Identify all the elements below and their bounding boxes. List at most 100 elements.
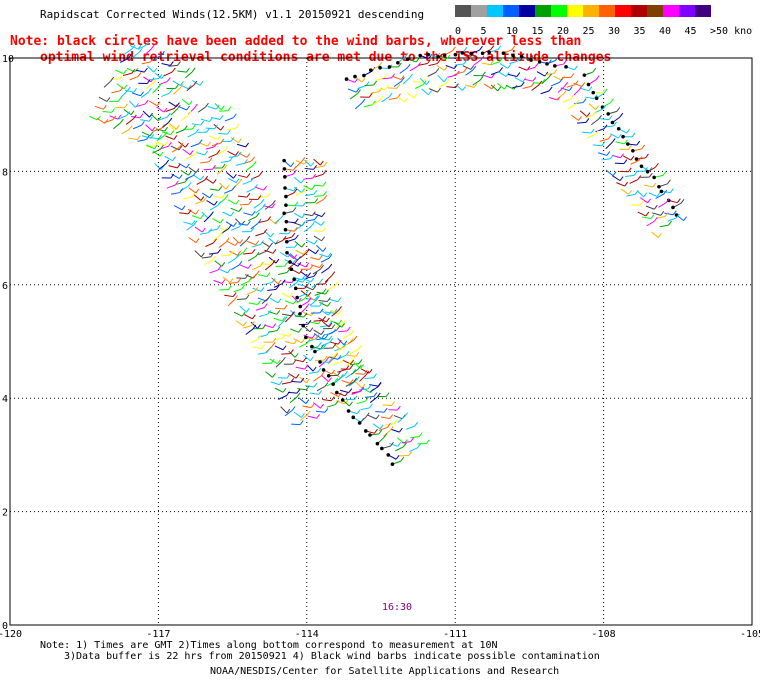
wind-barb (657, 179, 671, 189)
wind-barb (280, 406, 291, 414)
wind-barb (399, 63, 411, 74)
wind-barb (224, 185, 236, 194)
legend-label: 5 (481, 26, 487, 37)
wind-barb (381, 92, 393, 103)
wind-barb (156, 141, 169, 147)
wind-barb (255, 303, 268, 311)
wind-barb (192, 174, 205, 181)
wind-barb (203, 211, 214, 223)
wind-barb (427, 68, 440, 77)
wind-barb (354, 98, 366, 110)
wind-barb (303, 354, 314, 362)
wind-barb (401, 437, 415, 444)
wind-barb (252, 287, 265, 292)
wind-barb (141, 57, 154, 65)
wind-barb (419, 77, 430, 85)
wind-barb (170, 104, 181, 116)
wind-barb (282, 207, 297, 216)
wind-barb (274, 345, 287, 351)
wind-barb (600, 115, 613, 121)
legend-swatch (663, 5, 679, 17)
wind-barb (261, 241, 273, 248)
wind-barb (304, 272, 318, 279)
wind-barb (469, 45, 483, 56)
wind-barb (360, 403, 373, 411)
wind-barb (265, 341, 276, 353)
wind-barb (615, 139, 628, 145)
wind-barb (291, 420, 304, 426)
wind-barb (326, 400, 339, 408)
wind-barb (293, 411, 305, 418)
wind-barb (145, 78, 157, 90)
wind-barb (310, 301, 324, 307)
wind-barb (273, 279, 286, 288)
wind-barb (331, 306, 342, 317)
footer-note-1: Note: 1) Times are GMT 2)Times along bot… (40, 640, 498, 651)
wind-barb (405, 57, 420, 63)
wind-barb (621, 188, 632, 195)
wind-barb (169, 123, 180, 130)
wind-barb (342, 330, 354, 339)
wind-barb (213, 279, 226, 284)
wind-barb (390, 456, 405, 466)
latitude-tick-label: 8 (2, 167, 8, 178)
wind-barb (314, 191, 327, 197)
wind-barb (349, 345, 362, 354)
wind-barb (499, 63, 512, 69)
wind-barb (309, 295, 321, 306)
wind-barb (146, 65, 158, 73)
wind-barb (421, 88, 432, 96)
wind-barb (285, 242, 299, 248)
wind-barb (278, 268, 291, 275)
wind-barb (109, 97, 122, 102)
wind-barb (240, 277, 253, 286)
wind-barb (194, 250, 205, 258)
wind-barb (295, 156, 306, 168)
wind-barb (330, 391, 342, 398)
latitude-tick-label: 0 (2, 621, 8, 632)
wind-barb (236, 274, 249, 279)
wind-barb (191, 214, 204, 220)
wind-barb (536, 71, 549, 77)
wind-barb (299, 410, 311, 421)
wind-barb (168, 61, 181, 67)
wind-barb (429, 87, 441, 93)
wind-barb (226, 172, 237, 179)
wind-barb (313, 329, 325, 335)
wind-barb (103, 76, 115, 88)
wind-barb (285, 234, 299, 244)
wind-barb (319, 301, 331, 307)
wind-barb (322, 396, 335, 402)
wind-barb (436, 65, 448, 71)
wind-barb (368, 62, 383, 72)
wind-barb (209, 201, 222, 211)
wind-barb (386, 453, 400, 460)
wind-barb (109, 114, 122, 120)
wind-barb (218, 129, 231, 135)
legend-swatch (455, 5, 471, 17)
wind-barb (171, 142, 184, 153)
wind-barb (298, 397, 310, 404)
wind-barb (232, 236, 244, 244)
legend-swatch (503, 5, 519, 17)
wind-barb (247, 252, 260, 262)
wind-barb (295, 289, 309, 300)
wind-barb (211, 115, 224, 120)
legend-label: 30 (608, 26, 620, 37)
wind-barb (637, 211, 650, 217)
wind-barb (178, 105, 191, 111)
wind-barb (301, 323, 314, 333)
wind-barb (397, 96, 409, 103)
wind-barb (274, 235, 287, 245)
wind-barb (595, 124, 608, 133)
wind-barb (239, 264, 252, 269)
wind-barb (341, 379, 354, 384)
legend-swatch (695, 5, 711, 17)
wind-barb (316, 245, 327, 252)
wind-barb (220, 250, 234, 257)
wind-barb (132, 121, 145, 130)
wind-barb-field (88, 41, 688, 466)
wind-barb (625, 171, 638, 177)
wind-barb (598, 151, 611, 156)
wind-barb (610, 133, 622, 139)
